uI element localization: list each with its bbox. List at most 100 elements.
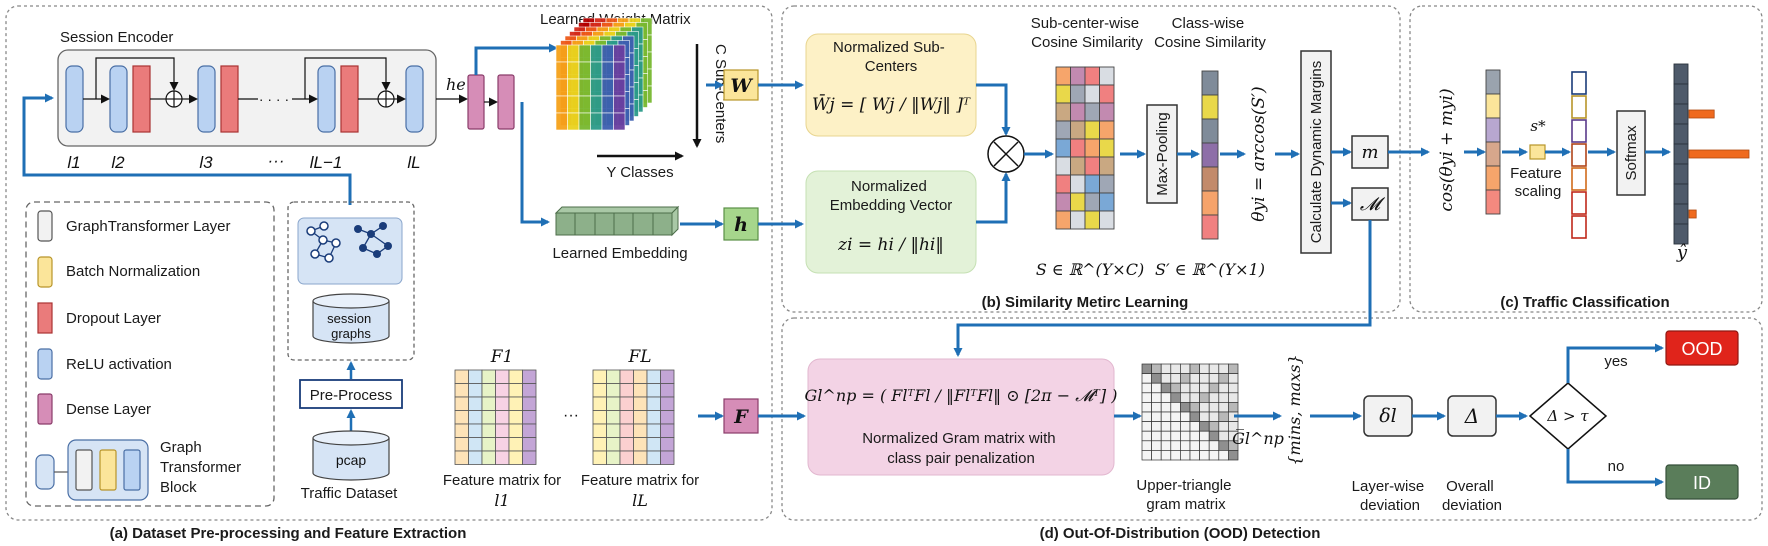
weight-cell [555, 44, 568, 63]
ood-result-label: OOD [1681, 339, 1722, 359]
feature-cell [508, 396, 523, 411]
feature-cell [468, 437, 483, 452]
gram-cell [1170, 382, 1181, 394]
encoder-connections [83, 57, 406, 108]
legend-label-batchnorm: Batch Normalization [66, 263, 200, 280]
gram-cell [1170, 421, 1181, 432]
feature-cell [592, 369, 607, 384]
feature-cell [468, 410, 483, 425]
dynamic-margins-label: Calculate Dynamic Margins [1308, 61, 1325, 244]
gram-cell [1141, 363, 1152, 374]
dense-layer-1 [467, 74, 485, 130]
feature-cell [508, 450, 523, 465]
layer-label-l2: l2 [111, 153, 125, 172]
feature-matrix-last-title: FL [627, 347, 651, 367]
feature-cell [619, 437, 634, 452]
feature-cell [481, 396, 496, 411]
similarity-cell [1055, 84, 1071, 104]
softmax-box [1616, 110, 1646, 196]
gram-cell [1199, 440, 1210, 451]
gram-cell [1141, 430, 1152, 442]
gram-cell [1151, 392, 1162, 403]
feature-cell [522, 450, 537, 465]
feature-cell [495, 369, 510, 384]
feature-matrix-last-caption: Feature matrix for [581, 472, 699, 489]
weight-cell [578, 95, 591, 114]
max-pooling-label: Max-Pooling [1154, 112, 1171, 195]
gram-cell [1199, 373, 1210, 384]
upper-triangle-gram-matrix [1141, 363, 1239, 461]
gram-cell [1189, 440, 1200, 451]
weight-cell [601, 112, 614, 131]
feature-cell [481, 437, 496, 452]
panel-b-frame [781, 5, 1401, 313]
gram-cell [1151, 430, 1162, 442]
similarity-cell [1070, 156, 1086, 176]
legend-block-label: Graph Transformer Block [160, 439, 245, 496]
layer-label-lL1: lL−1 [310, 153, 343, 172]
legend-label-relu: ReLU activation [66, 356, 172, 373]
feature-cell [619, 369, 634, 384]
scaled-vector [1571, 71, 1587, 239]
margin-vector-cell [1485, 141, 1501, 167]
theta-label: θyi = arccos(S′) [1249, 86, 1269, 221]
w-input-box [723, 69, 759, 101]
gram-cell [1189, 430, 1200, 442]
yes-label: yes [1604, 353, 1627, 370]
feature-cell [454, 423, 469, 438]
feature-cell [619, 383, 634, 398]
feature-cell [468, 369, 483, 384]
legend-block-icon [35, 439, 149, 501]
feature-cell [646, 383, 661, 398]
gram-cell [1189, 373, 1200, 384]
gram-cell [1218, 411, 1229, 422]
weight-cell [578, 44, 591, 63]
s-prime-label: S′ ∈ ℝ^(Y×1) [1155, 260, 1265, 279]
gram-cell [1170, 402, 1181, 413]
feature-cell [606, 369, 621, 384]
gram-cell [1228, 402, 1239, 413]
weight-cell [590, 61, 603, 80]
margin-M-label: 𝓜 [1360, 194, 1386, 215]
gram-cell [1160, 392, 1172, 403]
s-matrix-label: S ∈ ℝ^(Y×C) [1036, 260, 1144, 279]
legend-items: GraphTransformer Layer Batch Normalizati… [37, 210, 231, 425]
softmax-label: Softmax [1623, 125, 1640, 181]
similarity-vector-cell [1201, 118, 1219, 144]
y-hat-label: ŷ [1676, 242, 1688, 263]
embedding-label: Learned Embedding [552, 245, 687, 262]
similarity-cell [1055, 66, 1071, 86]
normalized-subcenters-formula: W̄j = [ Wj / ‖Wj‖ ]ᵀ [812, 93, 971, 115]
gram-cell [1208, 392, 1220, 403]
gram-cell [1189, 363, 1200, 374]
feature-cell [522, 396, 537, 411]
layer-label-lL: lL [407, 153, 420, 172]
upper-triangle-caption: Upper-triangle gram matrix [1136, 477, 1235, 513]
classes-label: Y Classes [606, 164, 673, 181]
similarity-cell [1084, 138, 1100, 158]
weight-cell [590, 95, 603, 114]
id-result-box [1665, 464, 1739, 500]
gram-caption: Normalized Gram matrix with class pair p… [862, 430, 1060, 467]
feature-cell [481, 383, 496, 398]
gram-cell [1199, 392, 1210, 403]
similarity-cell [1070, 84, 1086, 104]
dense-layer-2 [497, 74, 515, 130]
preprocess-label: Pre-Process [310, 387, 393, 404]
gram-cell [1218, 363, 1229, 374]
feature-cell [495, 423, 510, 438]
gram-cell [1208, 411, 1220, 422]
feature-cell [592, 423, 607, 438]
feature-cell [646, 410, 661, 425]
feature-cell [633, 437, 648, 452]
panel-c-frame [1409, 5, 1763, 313]
minmax-label: {mins, maxs} [1285, 354, 1304, 465]
feature-cell [522, 369, 537, 384]
similarity-cell [1099, 84, 1115, 104]
feature-matrix-first-sub: l1 [494, 491, 509, 510]
dataset-to-encoder-arrow [22, 93, 352, 205]
feature-cell [619, 450, 634, 465]
similarity-cell [1055, 174, 1071, 194]
legend-label-dense: Dense Layer [66, 401, 151, 418]
gram-cell [1199, 382, 1210, 394]
